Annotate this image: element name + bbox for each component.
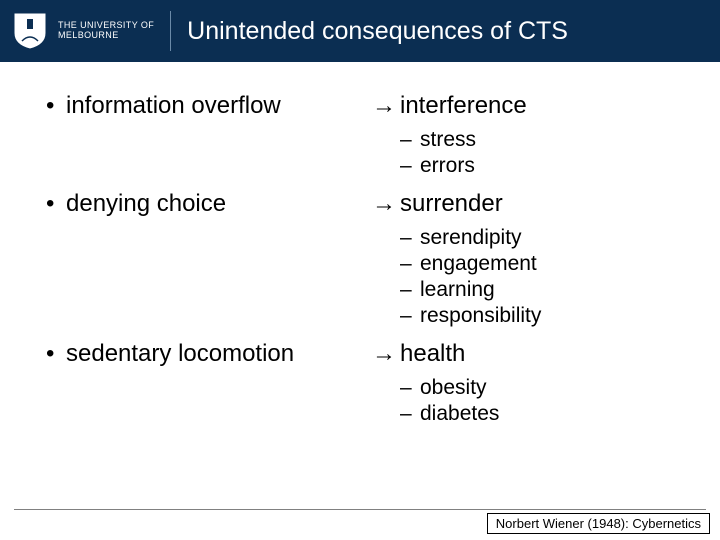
university-crest-icon [10, 11, 50, 51]
result-text: interference [400, 92, 527, 120]
dash-icon: – [400, 252, 420, 276]
arrow-icon: → [372, 92, 400, 120]
dash-icon: – [400, 304, 420, 328]
uni-line2: MELBOURNE [58, 31, 154, 41]
sub-item: – diabetes [400, 402, 499, 426]
bullet-text: sedentary locomotion [66, 340, 294, 368]
dash-icon: – [400, 376, 420, 400]
bullet-text: denying choice [66, 190, 226, 218]
dash-icon: – [400, 128, 420, 152]
sub-item: – learning [400, 278, 541, 302]
sub-list: – stress – errors [372, 128, 527, 180]
sub-text: learning [420, 278, 495, 302]
slide-content: • information overflow → interference – … [0, 62, 720, 432]
result-line: → surrender [372, 190, 541, 218]
citation-box: Norbert Wiener (1948): Cybernetics [487, 513, 710, 534]
bullet-row: • denying choice → surrender – serendipi… [46, 190, 690, 334]
result-line: → interference [372, 92, 527, 120]
dash-icon: – [400, 278, 420, 302]
arrow-icon: → [372, 340, 400, 368]
bullet-left: • sedentary locomotion [46, 340, 372, 368]
bullet-icon: • [46, 92, 66, 120]
bullet-row: • information overflow → interference – … [46, 92, 690, 184]
bullet-text: information overflow [66, 92, 281, 120]
header-divider [170, 11, 171, 51]
bullet-icon: • [46, 190, 66, 218]
sub-text: responsibility [420, 304, 541, 328]
sub-list: – serendipity – engagement – learning – … [372, 226, 541, 330]
sub-list: – obesity – diabetes [372, 376, 499, 428]
sub-item: – stress [400, 128, 527, 152]
result-line: → health [372, 340, 499, 368]
sub-item: – errors [400, 154, 527, 178]
dash-icon: – [400, 226, 420, 250]
bullet-left: • denying choice [46, 190, 372, 218]
sub-item: – responsibility [400, 304, 541, 328]
dash-icon: – [400, 402, 420, 426]
bullet-right: → surrender – serendipity – engagement –… [372, 190, 541, 334]
bullet-right: → health – obesity – diabetes [372, 340, 499, 432]
bullet-left: • information overflow [46, 92, 372, 120]
bullet-row: • sedentary locomotion → health – obesit… [46, 340, 690, 432]
dash-icon: – [400, 154, 420, 178]
bullet-icon: • [46, 340, 66, 368]
sub-text: diabetes [420, 402, 499, 426]
result-text: health [400, 340, 465, 368]
sub-item: – obesity [400, 376, 499, 400]
sub-text: errors [420, 154, 475, 178]
sub-text: engagement [420, 252, 537, 276]
slide-header: THE UNIVERSITY OF MELBOURNE Unintended c… [0, 0, 720, 62]
sub-item: – serendipity [400, 226, 541, 250]
sub-text: serendipity [420, 226, 522, 250]
footer-rule [14, 509, 706, 510]
logo-block: THE UNIVERSITY OF MELBOURNE [0, 0, 154, 62]
result-text: surrender [400, 190, 503, 218]
slide-title: Unintended consequences of CTS [187, 17, 568, 46]
sub-text: obesity [420, 376, 487, 400]
university-name: THE UNIVERSITY OF MELBOURNE [58, 21, 154, 41]
sub-text: stress [420, 128, 476, 152]
bullet-right: → interference – stress – errors [372, 92, 527, 184]
sub-item: – engagement [400, 252, 541, 276]
arrow-icon: → [372, 190, 400, 218]
